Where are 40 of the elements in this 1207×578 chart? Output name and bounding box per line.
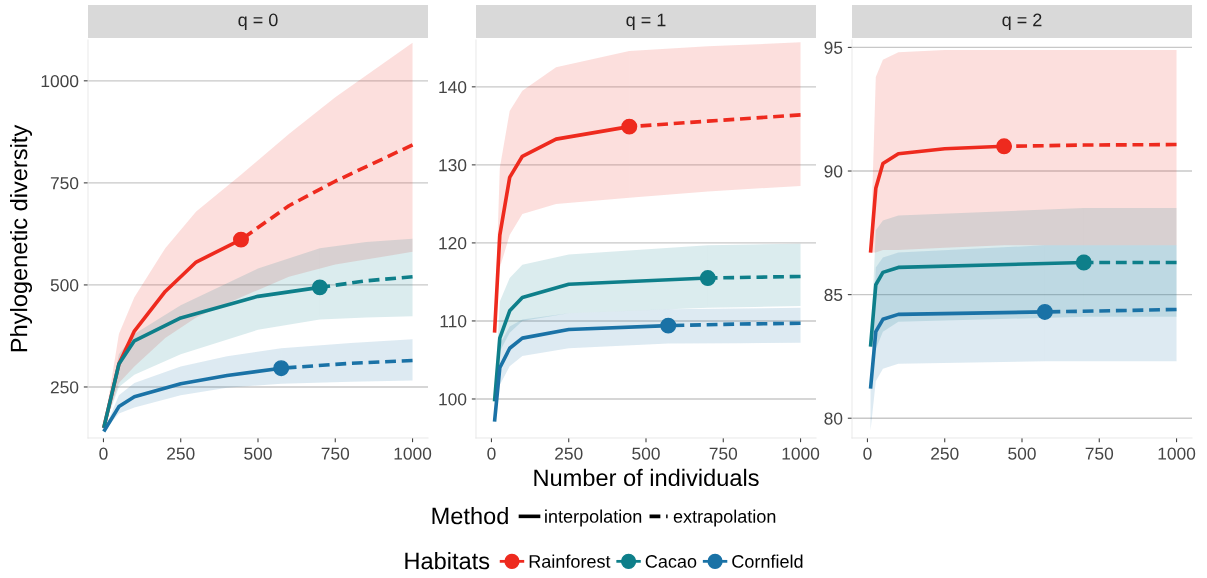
y-tick-label: 90 bbox=[824, 165, 843, 178]
legend-label: Cacao bbox=[645, 555, 697, 568]
y-tick-label: 85 bbox=[824, 288, 843, 302]
x-axis-title: Number of individuals bbox=[534, 468, 759, 487]
text: Method bbox=[432, 506, 508, 525]
x-tick-label: 250 bbox=[555, 447, 583, 460]
x-tick-label: 750 bbox=[321, 447, 350, 460]
legend-label: Rainforest bbox=[529, 554, 611, 568]
y-tick-label: 250 bbox=[50, 381, 79, 394]
y-tick-label: 100 bbox=[439, 393, 467, 406]
x-tick-label: 1000 bbox=[1158, 447, 1196, 460]
x-tick-label: 0 bbox=[863, 447, 872, 460]
y-tick-label: 120 bbox=[439, 237, 467, 250]
y-tick-label: 110 bbox=[440, 315, 467, 328]
x-tick-label: 0 bbox=[99, 447, 108, 460]
y-tick-label: 80 bbox=[824, 412, 843, 425]
y-axis-title: Phylogenetic diversity bbox=[10, 124, 33, 352]
x-tick-label: 500 bbox=[1008, 447, 1036, 460]
y-tick-label: 140 bbox=[439, 80, 467, 94]
x-tick-label: 750 bbox=[1085, 447, 1114, 460]
chart-title: q = 0 bbox=[238, 13, 278, 30]
y-tick-label: 500 bbox=[50, 279, 79, 292]
x-tick-label: 250 bbox=[167, 447, 195, 460]
text: extrapolation bbox=[673, 509, 776, 527]
y-tick-label: 750 bbox=[50, 177, 79, 190]
x-tick-label: 250 bbox=[931, 447, 959, 460]
chart-title: q = 1 bbox=[626, 13, 666, 30]
x-tick-label: 1000 bbox=[394, 447, 432, 460]
text: interpolation bbox=[545, 509, 642, 527]
chart-title: q = 2 bbox=[1002, 13, 1042, 30]
y-tick-label: 130 bbox=[439, 159, 467, 172]
legend-label: Cornfield bbox=[732, 554, 803, 568]
x-tick-label: 1000 bbox=[782, 447, 820, 460]
x-tick-label: 0 bbox=[487, 447, 496, 460]
legend-title: Habitats bbox=[405, 551, 490, 570]
x-tick-label: 500 bbox=[632, 447, 660, 460]
y-tick-label: 95 bbox=[824, 41, 843, 54]
x-tick-label: 500 bbox=[244, 447, 272, 460]
x-tick-label: 750 bbox=[709, 447, 738, 460]
y-tick-label: 1000 bbox=[41, 74, 79, 88]
